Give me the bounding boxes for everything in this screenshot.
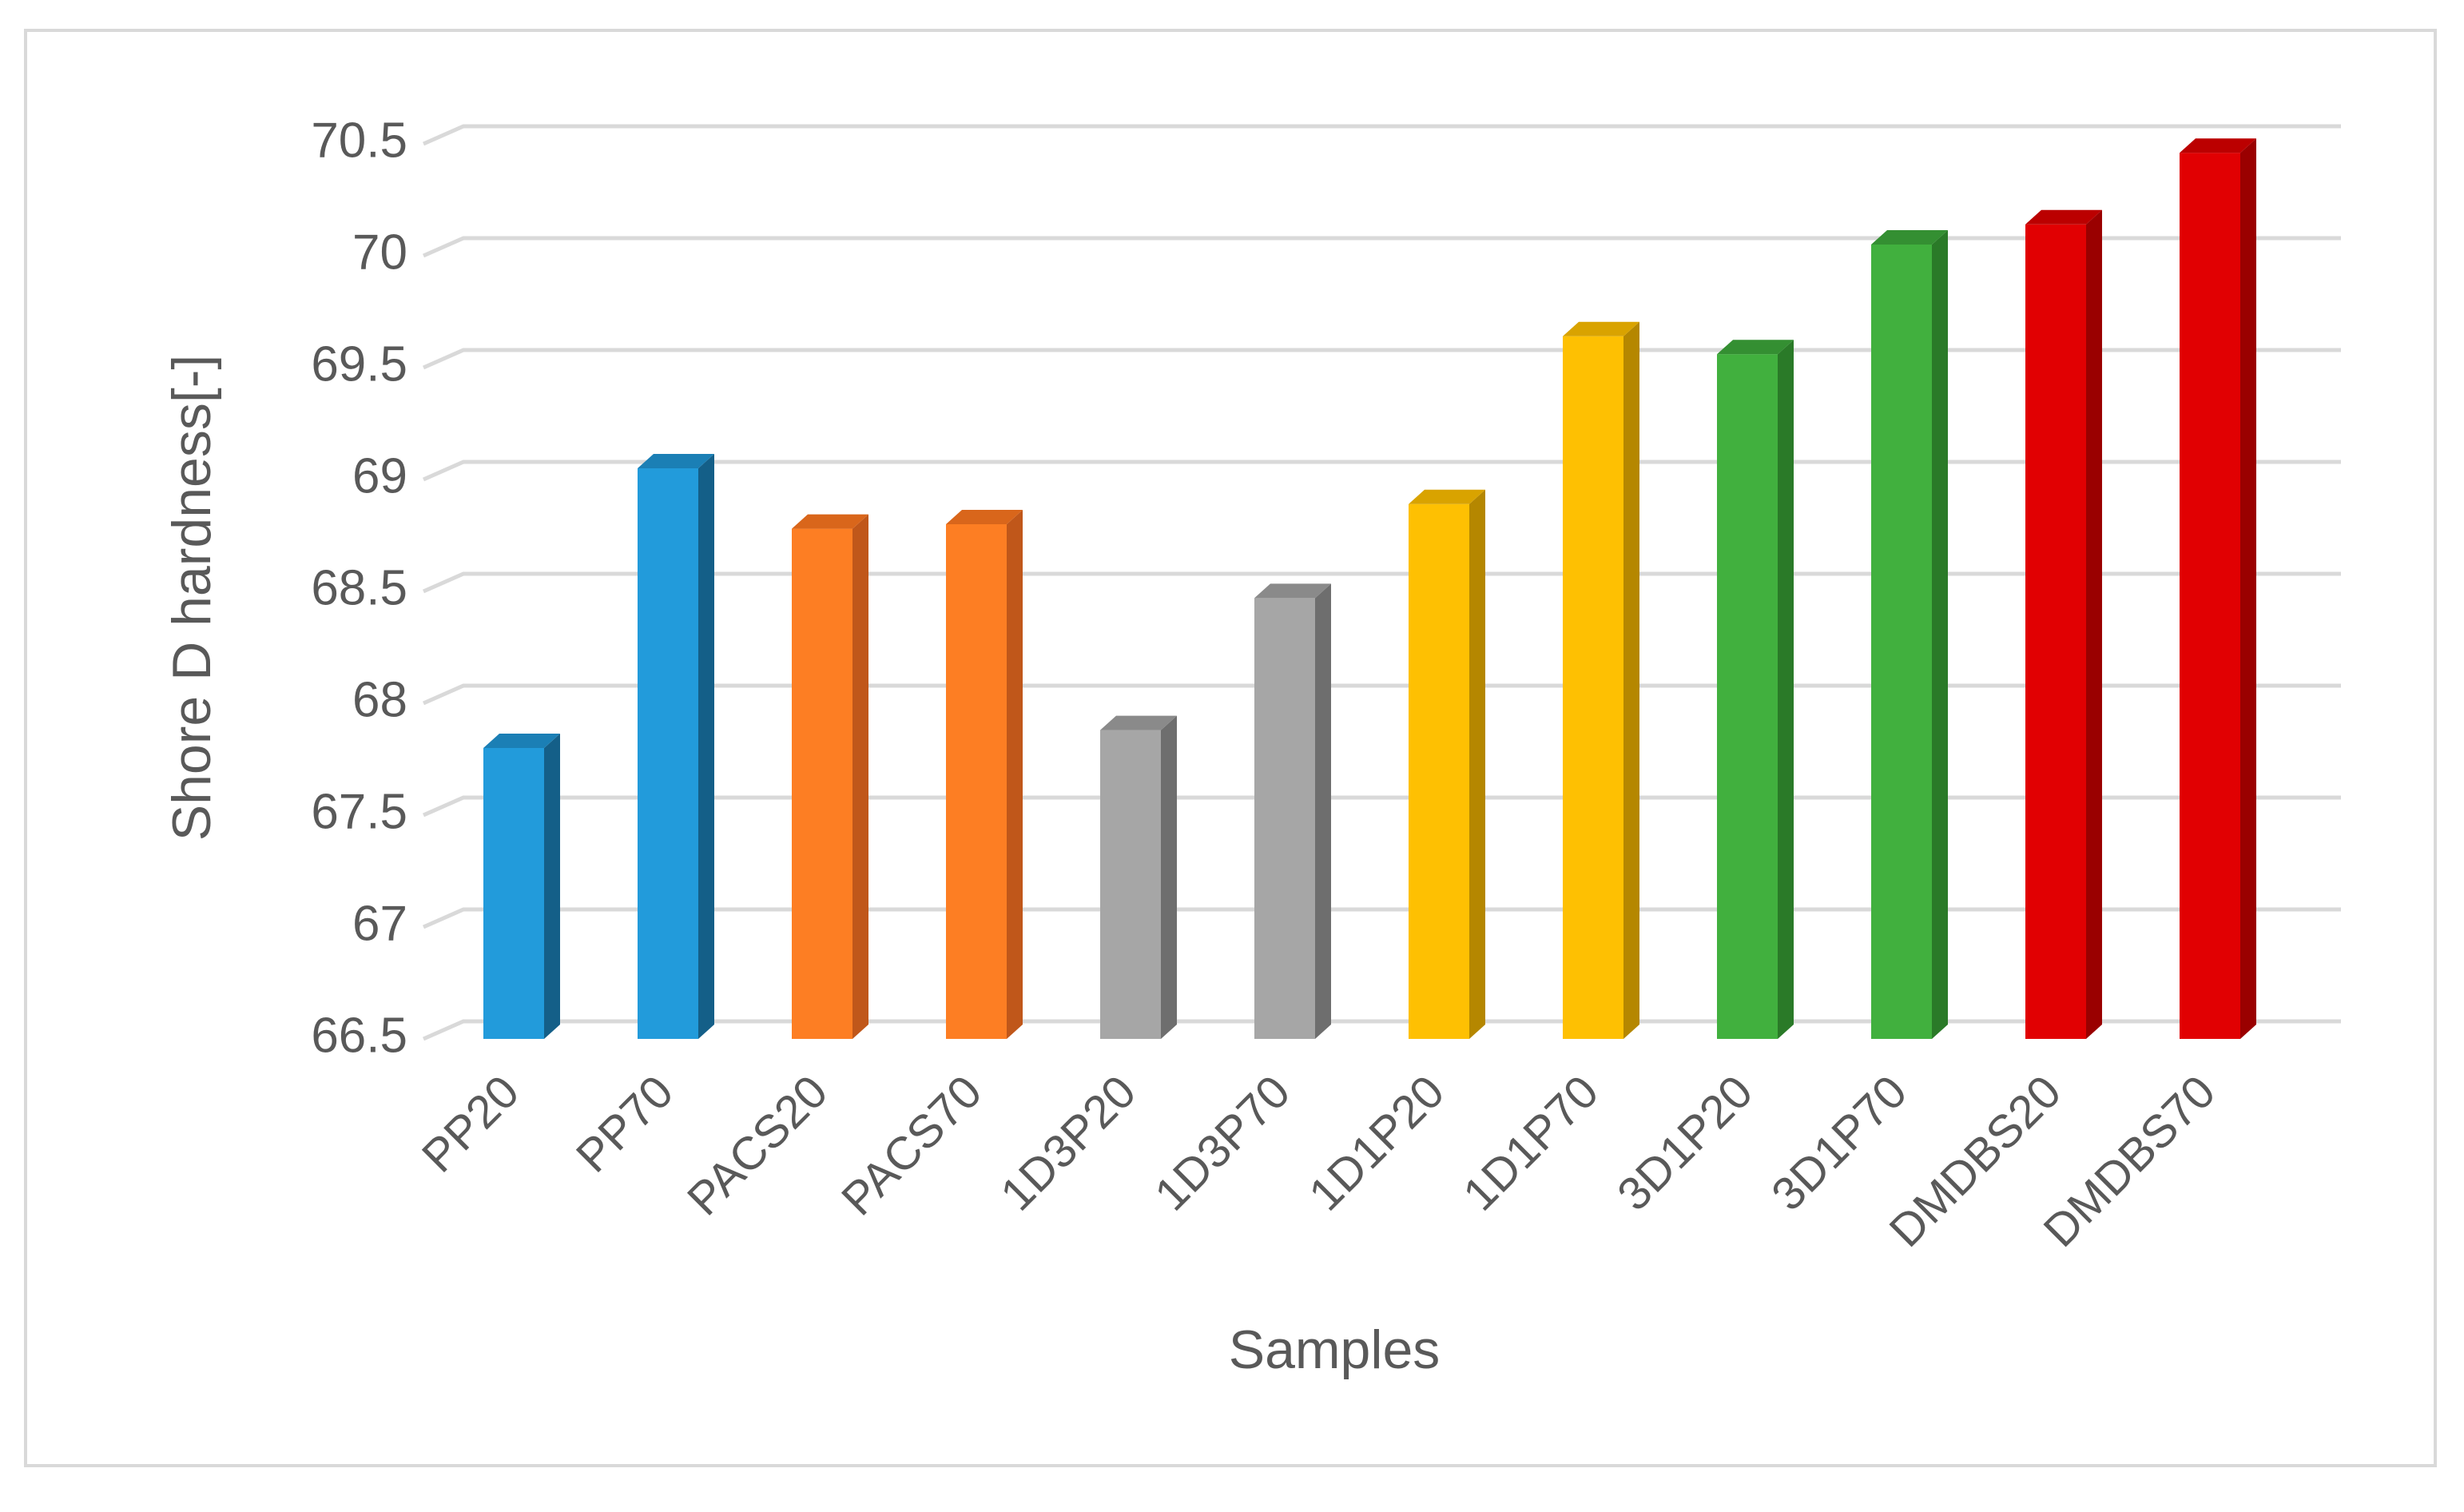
bar-side	[1161, 715, 1177, 1039]
bar	[1563, 321, 1639, 1039]
bar-front	[1871, 245, 1932, 1039]
bar	[1871, 230, 1948, 1039]
x-tick-label: 1D1P20	[1299, 1065, 1454, 1220]
bar	[792, 514, 868, 1039]
x-tick-label: 1D3P70	[1145, 1065, 1300, 1220]
gridline	[422, 571, 2341, 594]
bar-top	[2180, 138, 2256, 153]
x-tick-label: PP70	[566, 1065, 683, 1182]
y-axis-title: Shore D hardness[-]	[161, 355, 222, 842]
bar-top	[1100, 715, 1177, 730]
bar-top	[1717, 340, 1794, 355]
gridline	[422, 795, 2341, 818]
bar-front	[1254, 598, 1315, 1039]
bar-front	[792, 528, 852, 1039]
y-tick-label: 69.5	[311, 336, 407, 392]
gridline	[422, 1019, 2341, 1041]
y-tick-label: 70	[352, 225, 407, 280]
bar-top	[2025, 209, 2102, 225]
bar-side	[1623, 321, 1639, 1039]
bar-front	[1717, 354, 1778, 1039]
bar-front	[946, 524, 1007, 1039]
y-tick-label: 68.5	[311, 560, 407, 615]
bar	[946, 510, 1023, 1039]
bar-top	[1409, 489, 1485, 504]
bar-side	[698, 454, 714, 1039]
bar-side	[1932, 230, 1948, 1039]
gridlines	[422, 124, 2341, 1041]
bar-front	[638, 468, 698, 1039]
bar	[638, 454, 714, 1039]
y-tick-label: 67.5	[311, 784, 407, 839]
gridline	[422, 460, 2341, 482]
bar	[2025, 209, 2102, 1039]
x-tick-label: PACS20	[678, 1065, 837, 1225]
y-tick-label: 69	[352, 448, 407, 503]
bar-side	[2240, 138, 2256, 1040]
bar	[1717, 340, 1794, 1039]
y-tick-label: 70.5	[311, 113, 407, 168]
x-tick-label: PP20	[412, 1065, 529, 1182]
bar-top	[483, 734, 560, 748]
bars	[483, 138, 2256, 1040]
x-tick-label: 1D3P20	[991, 1065, 1146, 1220]
y-axis-ticks: 66.5 67 67.5 68 68.5 69 69.5 70 70.5	[311, 113, 407, 1063]
bar-front	[2025, 224, 2086, 1039]
y-tick-label: 68	[352, 672, 407, 727]
x-tick-label: PACS70	[832, 1065, 992, 1225]
y-tick-label: 66.5	[311, 1008, 407, 1063]
x-tick-label: 3D1P20	[1608, 1065, 1763, 1220]
bar-top	[946, 510, 1023, 524]
x-axis-categories: PP20 PP70PACS20PACS701D3P201D3P701D1P201D…	[412, 1065, 2225, 1257]
gridline	[422, 236, 2341, 258]
bar-side	[1778, 340, 1794, 1039]
bar-side	[1007, 510, 1023, 1039]
gridline	[422, 348, 2341, 370]
gridline	[422, 683, 2341, 706]
bar-front	[483, 748, 544, 1039]
bar-side	[1469, 489, 1485, 1039]
bar-front	[1100, 730, 1161, 1039]
x-tick-label: 1D1P70	[1453, 1065, 1608, 1220]
bar	[1409, 489, 1485, 1039]
gridline	[422, 907, 2341, 929]
y-tick-label: 67	[352, 896, 407, 951]
bar-side	[2086, 209, 2102, 1039]
bar	[1254, 583, 1331, 1039]
bar-front	[2180, 153, 2240, 1040]
bar	[2180, 138, 2256, 1040]
bar-top	[638, 454, 714, 468]
bar-top	[1871, 230, 1948, 245]
bar-top	[1563, 321, 1639, 336]
bar-top	[792, 514, 868, 529]
bar-front	[1409, 503, 1469, 1039]
bar-side	[852, 514, 868, 1039]
bar-front	[1563, 336, 1623, 1039]
bar-side	[1315, 583, 1331, 1039]
x-axis-title: Samples	[1229, 1319, 1441, 1380]
bar	[483, 734, 560, 1039]
gridline	[422, 124, 2341, 146]
bar-side	[544, 734, 560, 1039]
bar-top	[1254, 583, 1331, 599]
bar	[1100, 715, 1177, 1039]
x-tick-label: 3D1P70	[1762, 1065, 1917, 1220]
